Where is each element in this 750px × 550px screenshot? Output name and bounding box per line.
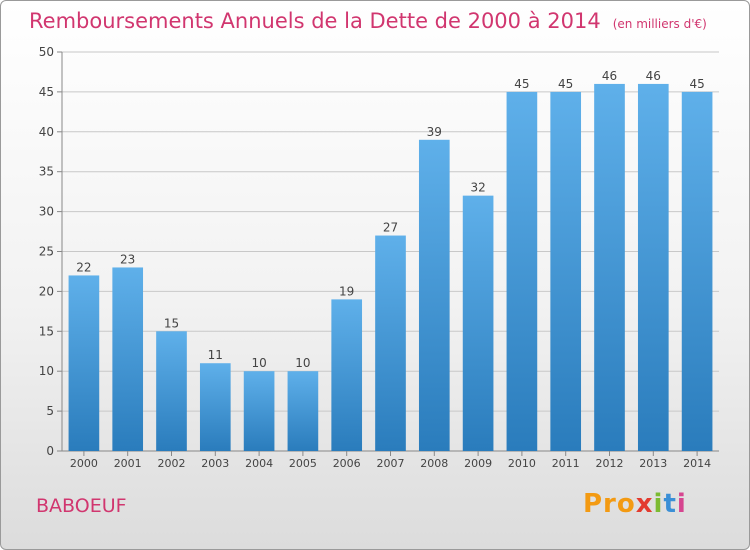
y-tick-label: 50 — [39, 45, 54, 59]
bar-value-label: 46 — [602, 69, 617, 83]
bar — [156, 331, 187, 451]
bar-value-label: 11 — [208, 348, 223, 362]
y-tick-label: 25 — [39, 245, 54, 259]
bar — [112, 267, 144, 451]
y-tick-label: 5 — [46, 404, 54, 418]
logo-part-4: t — [663, 489, 677, 519]
bar — [287, 371, 319, 451]
x-tick-label: 2014 — [683, 457, 711, 470]
bar — [331, 299, 363, 451]
bar-value-label: 32 — [470, 181, 485, 195]
bar-value-label: 10 — [295, 356, 310, 370]
x-tick-label: 2007 — [377, 457, 405, 470]
y-tick-label: 0 — [46, 444, 54, 458]
x-tick-label: 2013 — [639, 457, 667, 470]
x-tick-label: 2011 — [552, 457, 580, 470]
bar — [462, 195, 494, 451]
bar-value-label: 22 — [76, 260, 91, 274]
logo-part-2: x — [635, 489, 654, 519]
proxiti-logo: Proxiti — [583, 489, 687, 519]
x-tick-label: 2002 — [158, 457, 186, 470]
bar — [506, 91, 538, 452]
x-tick-label: 2003 — [201, 457, 229, 470]
bar — [418, 139, 450, 451]
y-tick-label: 10 — [39, 364, 54, 378]
commune-name: BABOEUF — [36, 495, 127, 517]
y-tick-label: 45 — [39, 85, 54, 99]
x-tick-label: 2010 — [508, 457, 536, 470]
x-tick-label: 2004 — [245, 457, 273, 470]
chart-title-text: Remboursements Annuels de la Dette de 20… — [29, 9, 601, 33]
bar — [243, 371, 275, 451]
x-tick-label: 2006 — [333, 457, 361, 470]
bar-value-label: 45 — [514, 77, 529, 91]
logo-part-1: Pro — [583, 489, 636, 519]
bar-value-label: 27 — [383, 221, 398, 235]
bar-value-label: 19 — [339, 284, 354, 298]
bar — [375, 235, 406, 451]
bar-value-label: 39 — [427, 125, 442, 139]
bar — [550, 91, 582, 452]
bar — [68, 275, 100, 451]
bar — [199, 363, 231, 451]
chart-unit: (en milliers d'€) — [612, 17, 707, 31]
bar-value-label: 46 — [646, 69, 661, 83]
x-tick-label: 2000 — [70, 457, 98, 470]
bar-value-label: 45 — [689, 77, 704, 91]
x-tick-label: 2005 — [289, 457, 317, 470]
bar-value-label: 15 — [164, 316, 179, 330]
logo-part-3: i — [653, 489, 664, 519]
bar — [637, 83, 669, 452]
x-tick-label: 2012 — [596, 457, 624, 470]
x-tick-label: 2009 — [464, 457, 492, 470]
chart-title: Remboursements Annuels de la Dette de 20… — [29, 9, 707, 33]
bar — [594, 83, 625, 452]
bar-value-label: 45 — [558, 77, 573, 91]
logo-part-5: i — [676, 489, 687, 519]
y-tick-label: 35 — [39, 165, 54, 179]
x-tick-label: 2001 — [114, 457, 142, 470]
bar-value-label: 23 — [120, 252, 135, 266]
bar-value-label: 10 — [251, 356, 266, 370]
x-tick-label: 2008 — [420, 457, 448, 470]
bar — [681, 91, 713, 452]
y-tick-label: 15 — [39, 324, 54, 338]
y-tick-label: 20 — [39, 284, 54, 298]
y-tick-label: 30 — [39, 205, 54, 219]
y-tick-label: 40 — [39, 125, 54, 139]
